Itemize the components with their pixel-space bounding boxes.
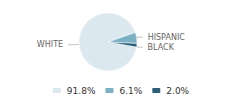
svg-text:BLACK: BLACK [148, 43, 175, 52]
svg-text:6.1%: 6.1% [119, 86, 142, 96]
svg-text:WHITE: WHITE [37, 40, 63, 49]
svg-text:91.8%: 91.8% [67, 86, 96, 96]
svg-text:HISPANIC: HISPANIC [148, 33, 186, 42]
svg-text:2.0%: 2.0% [166, 86, 189, 96]
